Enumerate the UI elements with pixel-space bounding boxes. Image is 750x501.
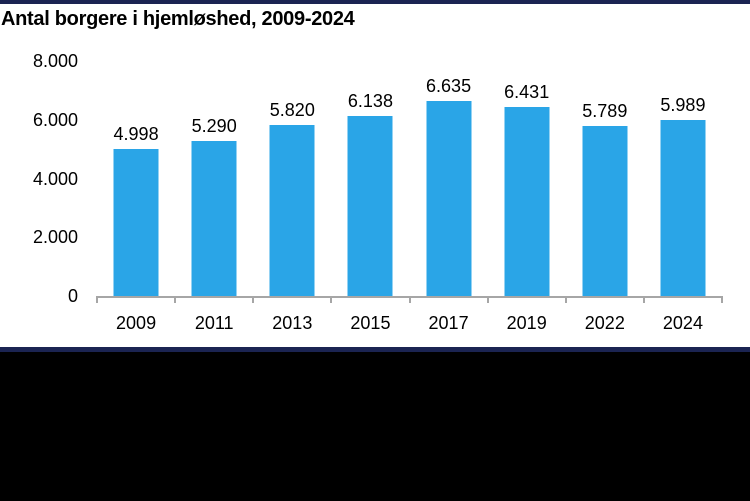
x-axis-tick-mark [252, 296, 255, 303]
plot-area: 4.998 5.290 5.820 6.138 6.635 6.431 5.789 5.989 [97, 61, 722, 296]
bar [582, 125, 628, 296]
bar-value-label: 5.290 [191, 115, 237, 136]
x-axis-tick-mark [564, 296, 567, 303]
bar-slot: 4.998 [97, 61, 175, 296]
bar-value-label: 6.635 [426, 76, 472, 97]
top-divider-stripe [0, 0, 750, 4]
x-axis-tick-mark [642, 296, 645, 303]
y-axis-tick-label: 2.000 [32, 227, 78, 248]
bar [660, 120, 706, 296]
x-axis-tick-label: 2024 [662, 313, 703, 333]
bar [191, 140, 237, 296]
y-axis-tick-label: 4.000 [32, 168, 78, 189]
bar-value-label: 6.431 [504, 82, 550, 103]
y-axis-tick-label: 0 [67, 286, 78, 306]
x-axis-tick-label: 2013 [272, 313, 313, 333]
bar [347, 115, 393, 296]
x-axis-tick-label: 2017 [428, 313, 469, 333]
bar-slot: 6.431 [488, 61, 566, 296]
bar-slot: 5.290 [175, 61, 253, 296]
bar [113, 149, 159, 296]
y-axis-tick-label: 8.000 [32, 51, 78, 71]
x-axis-tick-mark [96, 296, 98, 303]
x-axis-tick-label: 2019 [506, 313, 547, 333]
bar-value-label: 5.789 [582, 100, 628, 121]
bar-slot: 5.789 [566, 61, 644, 296]
bar-slot: 6.138 [331, 61, 409, 296]
x-axis-tick-mark [721, 296, 723, 303]
bar-slot: 5.989 [644, 61, 722, 296]
x-axis-tick-mark [174, 296, 177, 303]
chart-title: Antal borgere i hjemløshed, 2009-2024 [1, 8, 355, 30]
bar-value-label: 4.998 [113, 124, 159, 145]
y-axis-tick-label: 6.000 [32, 109, 78, 130]
bar-value-label: 5.820 [269, 100, 315, 121]
bar-slot: 6.635 [410, 61, 488, 296]
bottom-divider-stripe [0, 347, 750, 352]
bar-value-label: 6.138 [347, 90, 393, 111]
x-axis-tick-label: 2015 [350, 313, 391, 333]
bar [504, 107, 550, 296]
x-axis-tick-label: 2009 [116, 313, 157, 333]
bar [426, 101, 472, 296]
footer-black-block [0, 352, 750, 501]
x-axis-tick-mark [330, 296, 333, 303]
bar-value-label: 5.989 [660, 95, 706, 116]
x-axis-tick-mark [408, 296, 411, 303]
x-axis-tick-label: 2022 [584, 313, 625, 333]
bar [269, 125, 315, 296]
x-axis-tick-mark [486, 296, 489, 303]
bar-slot: 5.820 [253, 61, 331, 296]
x-axis-tick-label: 2011 [194, 313, 234, 333]
